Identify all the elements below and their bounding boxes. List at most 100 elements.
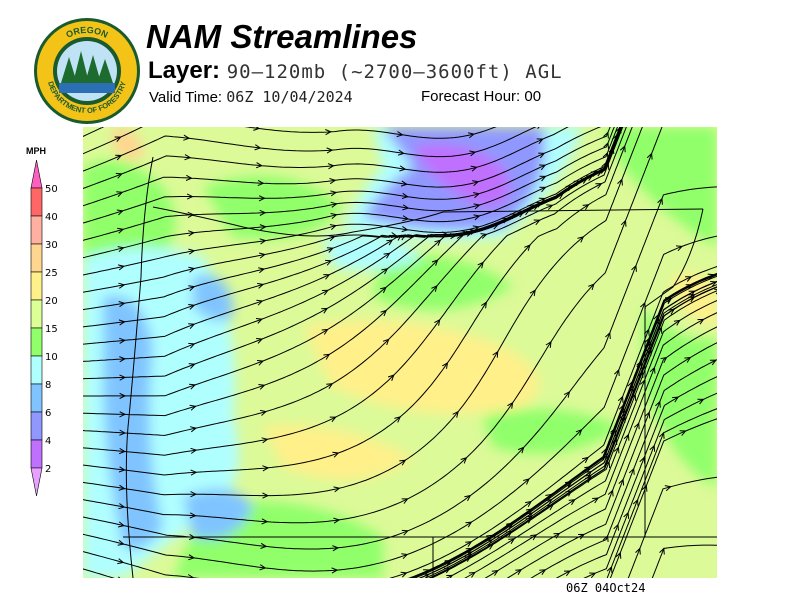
streamline-arrowhead [545,340,552,348]
streamline-arrowhead [402,215,410,222]
streamline-arrowhead [464,494,472,502]
oregon-department-of-forestry-logo: OREGON DEPARTMENT OF FORESTRY [34,18,140,124]
streamline [445,299,717,578]
streamline-arrowhead [546,504,554,511]
streamline-arrowhead [117,521,126,528]
streamline-arrowhead [633,422,640,430]
streamline-arrowhead [480,233,488,239]
streamline-arrowhead [553,532,561,539]
legend-swatch [30,355,43,385]
streamline-arrowhead [256,338,264,344]
streamline-arrowhead [116,209,124,216]
streamline-arrowhead [628,467,635,475]
streamline-arrowhead [653,313,660,322]
streamline-arrowhead [401,529,409,536]
streamline-arrowhead [655,400,661,408]
legend-label: 15 [45,324,58,335]
streamline [609,418,717,578]
streamline-arrowhead [589,572,597,578]
streamline-arrowhead [684,356,692,363]
streamline-arrowhead [644,411,651,419]
streamline-arrowhead [538,152,546,159]
streamline-arrowhead [539,569,547,575]
streamline [428,286,717,578]
streamline-arrowhead [539,186,547,193]
layer-value: 90–120mb (~2700–3600ft) AGL [226,61,563,83]
streamline-arrowhead [434,318,441,326]
streamline-arrowhead [465,551,473,558]
streamline-arrowhead [396,131,404,138]
streamline-arrowhead [333,486,341,493]
layer-label: Layer: [148,57,221,84]
streamline-arrowhead [329,224,337,230]
streamline-arrowhead [256,360,265,366]
streamline-arrowhead [668,308,676,315]
streamline-arrowhead [431,285,438,292]
streamline-arrowhead [452,410,459,418]
streamline-arrowhead [117,227,125,234]
streamline-arrowhead [119,374,127,381]
legend-label: 20 [45,296,58,307]
streamline-arrowhead [602,534,609,542]
streamline-arrowhead [259,224,267,231]
streamline-arrowhead [664,485,672,492]
streamline-arrowhead [255,162,263,169]
streamline [651,544,717,578]
streamline-arrowhead [188,342,196,349]
streamline-arrowhead [675,245,684,252]
streamline-arrowhead [643,328,650,336]
streamline-arrowhead [627,381,633,389]
streamline [530,359,717,578]
streamline-arrowhead [259,209,267,216]
streamline-arrowhead [688,290,696,297]
streamline-arrowhead [601,448,607,456]
streamline-arrowhead [259,564,267,571]
streamline-arrowhead [401,192,409,199]
streamline-arrowhead [114,136,122,143]
streamline-arrowhead [491,223,499,230]
streamline-arrowhead [630,393,637,401]
streamline-arrowhead [610,427,616,435]
valid-value: 06Z 10/04/2024 [226,88,353,106]
streamline-arrowhead [188,304,196,310]
streamline-arrowhead [400,571,408,578]
streamline-arrowhead [618,478,625,486]
streamline-arrowhead [646,152,653,160]
streamline [555,376,717,578]
streamline-arrowhead [657,197,663,205]
streamline-arrowhead [256,299,264,306]
streamline [606,408,717,578]
streamline-arrowhead [188,363,196,369]
streamline-arrowhead [258,252,267,259]
streamline-arrowhead [658,431,665,439]
streamline-arrowhead [564,480,572,488]
streamline-arrowhead [253,127,261,131]
streamline-arrowhead [257,282,265,289]
streamline-arrowhead [401,225,409,233]
streamline-arrowhead [446,574,454,578]
streamline-arrowhead [188,323,196,329]
streamline-arrowhead [563,570,572,577]
streamline-arrowhead [118,319,126,326]
streamline-arrowhead [260,542,268,549]
streamline-arrowhead [325,129,332,136]
layer-info: Layer: 90–120mb (~2700–3600ft) AGL [148,57,563,85]
streamline-arrowhead [183,134,191,141]
streamline-arrowhead [529,289,536,297]
streamline-arrowhead [117,264,126,271]
streamline [484,326,717,578]
legend-swatch [30,327,43,357]
streamline [464,312,717,578]
streamline-arrowhead [613,523,619,531]
streamline-arrowhead [672,396,680,403]
streamline-arrowhead [607,489,614,497]
legend-swatch [30,187,43,217]
forecast-value: 00 [524,88,542,105]
streamline-arrowhead [613,446,620,454]
legend-label: 50 [45,184,58,195]
streamline-arrowhead [323,274,331,280]
legend-label: 4 [45,436,51,447]
streamline [506,342,717,578]
streamline-arrowhead [115,172,123,179]
streamline-arrowhead [472,180,480,187]
